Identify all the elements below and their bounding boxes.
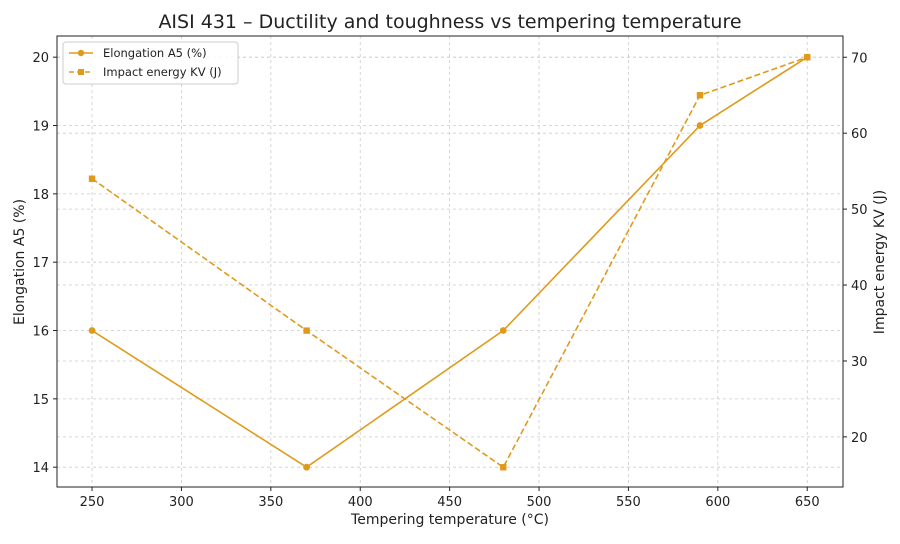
data-point [696,122,704,129]
y-tick-label: 20 [32,51,49,66]
y-tick-label: 18 [32,188,49,203]
data-point [804,54,811,61]
y2-tick-label: 40 [851,279,868,294]
x-tick-label: 650 [795,495,820,510]
data-point [88,175,96,182]
x-tick-label: 400 [348,495,373,510]
x-tick-label: 300 [169,495,194,510]
legend: Elongation A5 (%) Impact energy KV (J) [62,41,239,85]
y-tick-label: 14 [32,461,49,476]
grid [57,36,843,487]
x-tick-label: 600 [705,495,730,510]
series-line-1 [91,56,808,469]
y-tick-label: 19 [32,120,49,135]
x-tick-label: 450 [437,495,462,510]
legend-label-impact: Impact energy KV (J) [103,65,222,79]
y2-tick-label: 50 [851,203,868,218]
y-axis-label: Elongation A5 (%) [12,199,28,325]
data-point [88,327,96,334]
y-tick-label: 16 [32,325,49,340]
y2-tick-label: 70 [851,51,868,66]
y2-tick-label: 30 [851,355,868,370]
ticks: 250 300 350 400 450 500 550 600 650 14 15 16 17 18 19 2… [32,51,867,510]
series-lines [88,53,811,471]
y-tick-label: 15 [32,393,49,408]
data-point [303,327,310,334]
y2-tick-label: 20 [851,431,868,446]
x-tick-label: 250 [80,495,105,510]
legend-box [62,41,239,85]
data-point [696,92,704,99]
legend-label-elongation: Elongation A5 (%) [103,46,207,60]
y-tick-label: 17 [32,256,49,271]
y2-axis-label: Impact energy KV (J) [872,190,888,334]
data-point [499,327,507,334]
data-point [500,464,507,471]
y2-tick-label: 60 [851,127,868,142]
x-axis-label: Tempering temperature (°C) [350,512,549,528]
x-tick-label: 500 [527,495,552,510]
data-point [303,463,311,471]
chart-title: AISI 431 – Ductility and toughness vs te… [158,11,741,33]
legend-marker-impact [78,69,84,75]
x-tick-label: 350 [258,495,283,510]
legend-marker-elongation [77,49,85,57]
x-tick-label: 550 [616,495,641,510]
